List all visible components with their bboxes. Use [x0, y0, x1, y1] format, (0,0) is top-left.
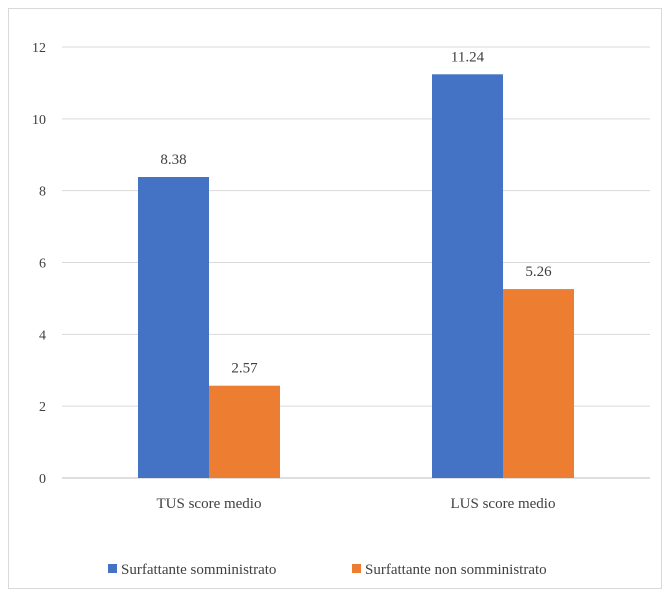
- data-label: 2.57: [231, 361, 258, 377]
- bars: [138, 74, 574, 479]
- legend-label: Surfattante somministrato: [121, 562, 276, 578]
- data-label: 5.26: [525, 264, 552, 280]
- data-label: 8.38: [160, 152, 186, 168]
- legend: Surfattante somministrato Surfattante non…: [108, 562, 547, 578]
- legend-swatch: [352, 564, 361, 573]
- y-tick-label: 2: [39, 400, 46, 415]
- x-category-label: LUS score medio: [451, 496, 556, 512]
- bar-surfattante-somministrato-lus: [432, 74, 503, 479]
- x-category-label: TUS score medio: [157, 496, 262, 512]
- y-axis: 0 2 4 6 8 10 12: [32, 41, 46, 487]
- bar-surfattante-non-somministrato-lus: [503, 289, 574, 478]
- y-tick-label: 12: [32, 41, 46, 56]
- chart-frame: [8, 8, 662, 589]
- legend-swatch: [108, 564, 117, 573]
- data-labels: 8.38 2.57 11.24 5.26: [160, 49, 552, 376]
- y-tick-label: 4: [39, 328, 46, 343]
- y-tick-label: 6: [39, 257, 46, 272]
- y-tick-label: 10: [32, 113, 46, 128]
- y-tick-label: 0: [39, 472, 46, 487]
- legend-label: Surfattante non somministrato: [365, 562, 547, 578]
- bar-surfattante-somministrato-tus: [138, 177, 209, 479]
- bar-surfattante-non-somministrato-tus: [209, 385, 280, 478]
- y-tick-label: 8: [39, 185, 46, 200]
- x-axis: TUS score medio LUS score medio: [157, 496, 556, 512]
- data-label: 11.24: [451, 49, 485, 65]
